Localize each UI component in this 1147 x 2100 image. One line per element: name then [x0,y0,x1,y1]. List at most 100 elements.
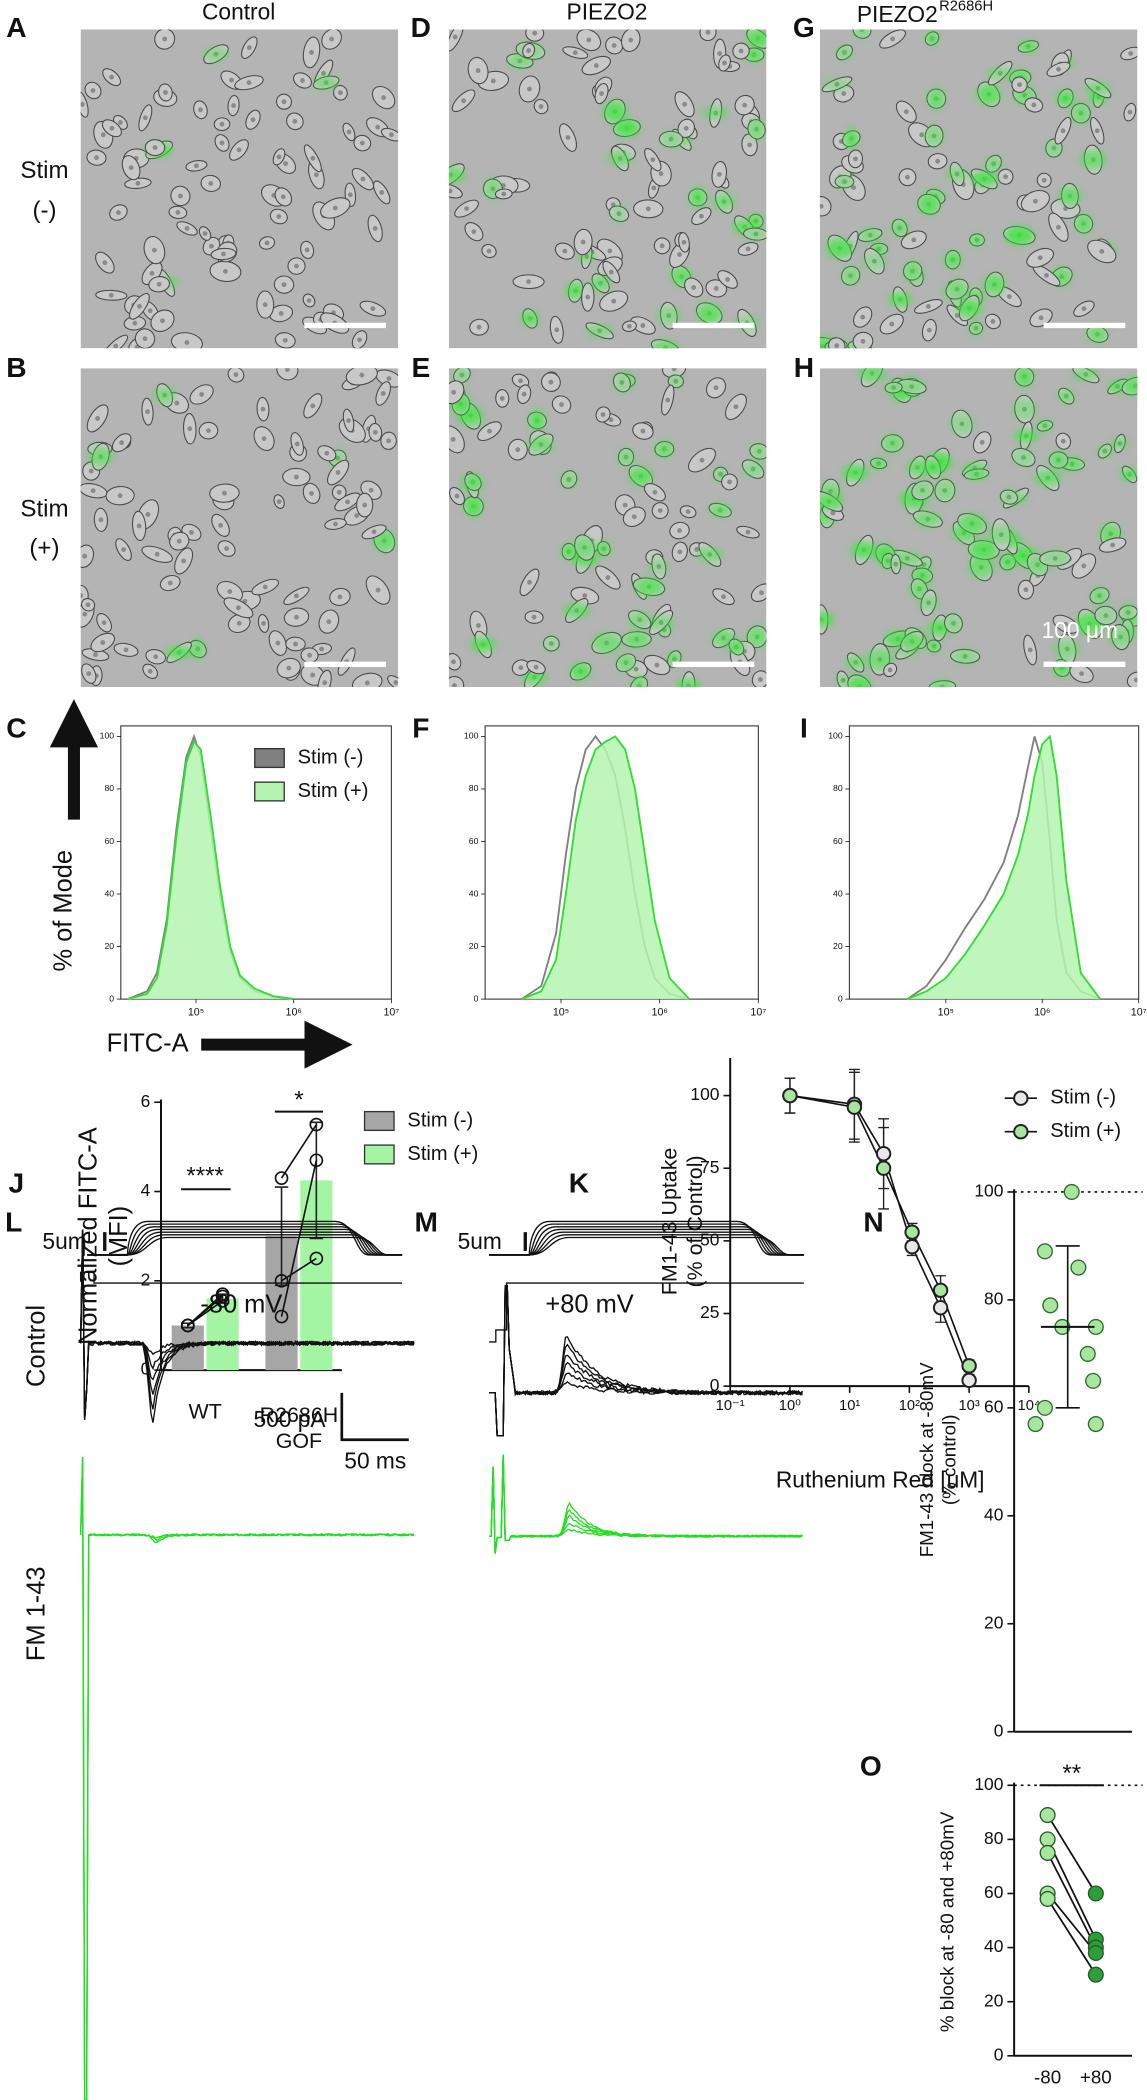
pair-line [280,1124,318,1179]
voltage-trace [79,1271,403,1284]
nucleus [531,614,537,620]
nucleus [717,51,723,56]
fluorescence [464,474,482,491]
nucleus [123,647,129,653]
fluorescence [1109,627,1132,647]
nucleus [841,91,847,97]
nucleus [582,593,588,599]
fluorescence [1011,398,1038,420]
nucleus [580,239,586,245]
nucleus [486,248,492,254]
nucleus [233,372,239,378]
nucleus [181,558,187,564]
nucleus [681,239,687,245]
nucleus [640,428,646,434]
fluorescence [702,106,729,120]
fluorescence [956,299,982,317]
point [309,1117,324,1132]
fluorescence [822,78,852,90]
nucleus [464,206,470,212]
row-label: (-) [32,197,56,224]
nucleus [354,513,360,518]
nucleus [448,188,453,194]
nucleus [608,269,614,275]
stimulus-trace [87,1223,403,1256]
nucleus [747,142,753,148]
pair-line [1046,1814,1097,1894]
fluorescence [592,632,621,654]
y-axis-label: % block at -80 and +80mV [936,1811,957,2032]
nucleus [293,641,298,647]
nucleus [1060,438,1066,444]
micrograph [819,29,1138,349]
micrograph [80,368,399,688]
fluorescence [836,174,853,189]
fluorescence [464,495,483,517]
current-trace [489,1454,803,1554]
nucleus [286,665,292,671]
fluorescence [623,630,650,648]
y-tick-label: 0 [710,1375,720,1395]
fluorescence [986,67,1015,80]
nucleus [1003,174,1008,180]
nucleus [454,493,460,499]
nucleus [152,145,158,151]
fluorescence [983,274,1006,295]
nucleus [682,101,687,107]
nucleus [633,666,639,672]
fluorescence [603,100,627,123]
nucleus [538,104,544,109]
y-tick-label: 0 [994,1720,1004,1740]
nucleus [381,95,387,100]
nucleus [260,406,266,412]
nucleus [1110,542,1116,548]
y-tick-label: 40 [984,1504,1003,1524]
nucleus [452,683,457,688]
nucleus [716,171,722,177]
nucleus [979,439,985,445]
nucleus [705,29,711,35]
fluorescence [1120,468,1138,480]
x-tick-label: WT [189,1400,222,1424]
current-trace [489,1285,803,1437]
point [904,1224,920,1240]
nucleus [300,78,305,83]
nucleus [94,155,99,161]
y-tick-label: 80 [833,783,843,793]
y-tick-label: 6 [141,1091,151,1111]
fluorescence [1018,40,1038,53]
y-tick-label: 0 [141,1359,151,1379]
y-axis-label: % of Mode [49,850,77,972]
nucleus [156,281,162,287]
nucleus [1041,177,1047,183]
nucleus [599,91,604,96]
nucleus [336,489,342,495]
nucleus [487,428,492,434]
fluorescence [885,381,902,394]
nucleus [559,402,564,407]
nucleus [294,441,300,447]
voltage-trace [489,1282,804,1343]
point [1085,1372,1102,1389]
nucleus [1038,315,1044,321]
nucleus [119,440,125,446]
fluorescence [916,594,941,611]
fluorescence [1012,448,1035,467]
fluorescence [696,303,722,324]
nucleus [452,34,458,40]
y-tick-label: 80 [984,1828,1003,1848]
nucleus [162,36,168,42]
point [215,1287,230,1302]
point [1039,1844,1056,1861]
nucleus [518,665,524,671]
nucleus [145,409,150,415]
nucleus [611,43,617,48]
point [274,1309,289,1324]
fluorescence [853,29,871,39]
nucleus [654,662,660,668]
point [215,1294,230,1308]
nucleus [264,240,270,246]
nucleus [1099,249,1105,254]
fluorescence [985,156,1002,172]
nucleus [372,226,378,231]
